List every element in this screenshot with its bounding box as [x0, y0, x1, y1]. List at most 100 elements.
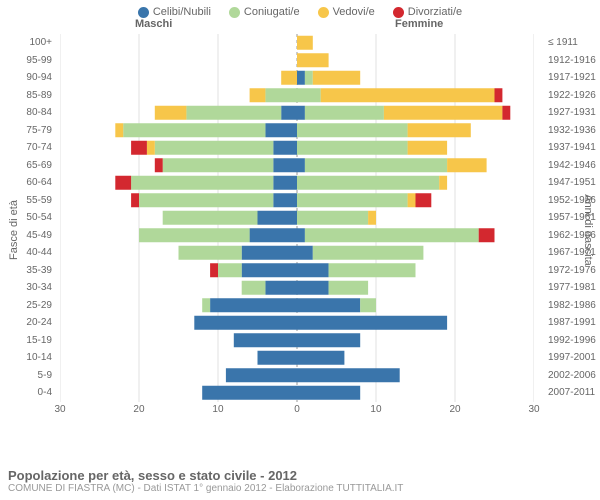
- birth-label: 1992-1996: [548, 332, 600, 350]
- bar-segment: [297, 176, 439, 190]
- legend-dot: [229, 7, 240, 18]
- birth-label: 1962-1966: [548, 227, 600, 245]
- bar-segment: [265, 281, 297, 295]
- bar-segment: [305, 106, 384, 120]
- bar-segment: [408, 141, 448, 155]
- bar-segment: [297, 368, 400, 382]
- bar-segment: [305, 71, 313, 85]
- legend-label: Vedovi/e: [333, 6, 375, 18]
- bar-segment: [273, 176, 297, 190]
- bar-segment: [131, 193, 139, 207]
- bar-segment: [273, 141, 297, 155]
- age-label: 100+: [0, 34, 52, 52]
- bar-segment: [297, 316, 447, 330]
- age-label: 80-84: [0, 104, 52, 122]
- birth-label: 1927-1931: [548, 104, 600, 122]
- age-label: 0-4: [0, 384, 52, 402]
- age-label: 30-34: [0, 279, 52, 297]
- birth-label: 1947-1951: [548, 174, 600, 192]
- bar-segment: [313, 246, 424, 260]
- age-label: 25-29: [0, 297, 52, 315]
- bar-segment: [179, 246, 242, 260]
- legend-item: Coniugati/e: [229, 6, 300, 18]
- birth-label: 1917-1921: [548, 69, 600, 87]
- birth-label: 1952-1956: [548, 192, 600, 210]
- bar-segment: [186, 106, 281, 120]
- age-label: 55-59: [0, 192, 52, 210]
- age-label: 95-99: [0, 52, 52, 70]
- bar-segment: [297, 123, 408, 137]
- bar-segment: [297, 386, 360, 400]
- birth-axis: ≤ 19111912-19161917-19211922-19261927-19…: [548, 34, 600, 402]
- bar-segment: [329, 263, 416, 277]
- birth-label: 1982-1986: [548, 297, 600, 315]
- bar-segment: [155, 141, 273, 155]
- legend-item: Vedovi/e: [318, 6, 375, 18]
- chart: Fasce di età Anni di nascita 100+95-9990…: [0, 34, 600, 434]
- birth-label: 2007-2011: [548, 384, 600, 402]
- chart-subtitle: COMUNE DI FIASTRA (MC) - Dati ISTAT 1° g…: [8, 483, 403, 494]
- bar-segment: [297, 36, 313, 50]
- bar-segment: [297, 193, 408, 207]
- legend-label: Coniugati/e: [244, 6, 300, 18]
- age-label: 10-14: [0, 349, 52, 367]
- bar-segment: [305, 158, 447, 172]
- bar-segment: [273, 158, 297, 172]
- age-label: 60-64: [0, 174, 52, 192]
- age-label: 90-94: [0, 69, 52, 87]
- age-label: 5-9: [0, 367, 52, 385]
- bar-segment: [250, 228, 297, 242]
- bar-segment: [123, 123, 265, 137]
- birth-label: 1972-1976: [548, 262, 600, 280]
- age-label: 70-74: [0, 139, 52, 157]
- bar-segment: [202, 386, 297, 400]
- x-tick: 0: [294, 404, 300, 415]
- birth-label: 1912-1916: [548, 52, 600, 70]
- legend-dot: [318, 7, 329, 18]
- birth-label: 1937-1941: [548, 139, 600, 157]
- bar-segment: [163, 158, 274, 172]
- bar-segment: [297, 351, 344, 365]
- bar-segment: [250, 88, 266, 102]
- bar-segment: [297, 53, 329, 67]
- birth-label: 1942-1946: [548, 157, 600, 175]
- bar-segment: [194, 316, 297, 330]
- bar-segment: [242, 263, 297, 277]
- bar-segment: [439, 176, 447, 190]
- bar-segment: [297, 158, 305, 172]
- bar-segment: [139, 228, 250, 242]
- age-label: 65-69: [0, 157, 52, 175]
- bar-segment: [384, 106, 503, 120]
- birth-label: 1997-2001: [548, 349, 600, 367]
- bar-segment: [163, 211, 258, 225]
- legend-label: Divorziati/e: [408, 6, 462, 18]
- birth-label: 1957-1961: [548, 209, 600, 227]
- x-tick: 30: [528, 404, 539, 415]
- plot-area: [60, 34, 534, 402]
- chart-title: Popolazione per età, sesso e stato civil…: [8, 468, 403, 483]
- x-tick: 10: [370, 404, 381, 415]
- bar-segment: [139, 193, 273, 207]
- bar-segment: [313, 71, 360, 85]
- bar-segment: [147, 141, 155, 155]
- age-label: 85-89: [0, 87, 52, 105]
- bar-segment: [155, 106, 187, 120]
- bar-segment: [297, 141, 408, 155]
- legend-item: Celibi/Nubili: [138, 6, 211, 18]
- age-label: 20-24: [0, 314, 52, 332]
- bar-segment: [297, 211, 368, 225]
- bar-segment: [281, 71, 297, 85]
- bar-segment: [297, 281, 329, 295]
- age-label: 15-19: [0, 332, 52, 350]
- birth-label: 1967-1971: [548, 244, 600, 262]
- bar-segment: [368, 211, 376, 225]
- bar-segment: [226, 368, 297, 382]
- bar-segment: [265, 88, 297, 102]
- birth-label: 1977-1981: [548, 279, 600, 297]
- age-label: 35-39: [0, 262, 52, 280]
- legend: Celibi/Nubili Coniugati/e Vedovi/e Divorzia…: [0, 0, 600, 18]
- header-female: Femmine: [395, 18, 443, 30]
- bar-segment: [329, 281, 369, 295]
- bar-segment: [115, 176, 131, 190]
- age-label: 45-49: [0, 227, 52, 245]
